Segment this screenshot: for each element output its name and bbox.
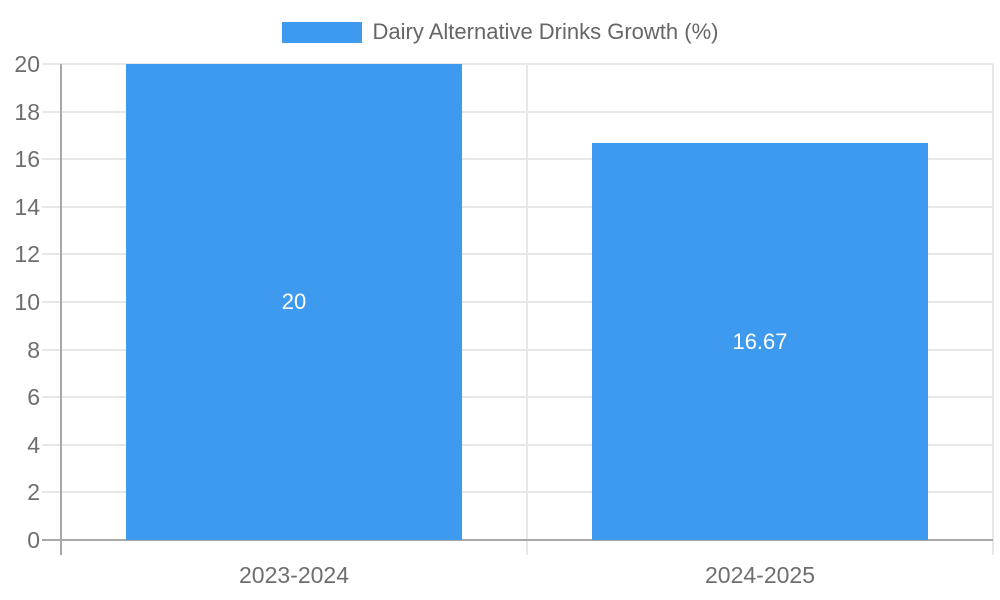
y-tick-label: 6 — [27, 384, 40, 411]
bar[interactable] — [592, 143, 928, 540]
bar[interactable] — [126, 64, 462, 540]
legend-swatch-icon — [281, 21, 362, 43]
y-gridline — [42, 110, 993, 113]
y-tick-label: 8 — [27, 336, 40, 363]
y-tick-label: 12 — [14, 241, 40, 268]
y-gridline — [42, 443, 993, 446]
y-tick-label: 2 — [27, 479, 40, 506]
y-tick-label: 16 — [14, 146, 40, 173]
y-gridline — [42, 205, 993, 208]
y-tick-label: 4 — [27, 431, 40, 458]
y-tick-label: 20 — [14, 51, 40, 77]
y-axis-line — [60, 64, 62, 555]
y-tick-label: 18 — [14, 98, 40, 125]
bar-value-label: 16.67 — [732, 328, 788, 354]
y-tick-label: 0 — [27, 527, 40, 553]
y-gridline — [42, 253, 993, 256]
legend[interactable]: Dairy Alternative Drinks Growth (%) — [0, 19, 1000, 45]
x-gridline — [526, 64, 528, 555]
legend-label: Dairy Alternative Drinks Growth (%) — [372, 19, 719, 44]
y-gridline — [42, 158, 993, 161]
y-gridline — [42, 348, 993, 351]
x-tick-label: 2023-2024 — [239, 562, 349, 588]
bar-value-label: 20 — [281, 289, 307, 314]
x-tick-label: 2024-2025 — [705, 562, 815, 588]
y-tick-label: 14 — [14, 193, 40, 220]
y-gridline — [42, 63, 993, 65]
y-gridline — [42, 491, 993, 494]
x-gridline — [992, 64, 994, 555]
x-axis-line — [42, 539, 993, 541]
y-tick-label: 10 — [14, 289, 40, 315]
y-gridline — [42, 301, 993, 303]
y-gridline — [42, 396, 993, 399]
